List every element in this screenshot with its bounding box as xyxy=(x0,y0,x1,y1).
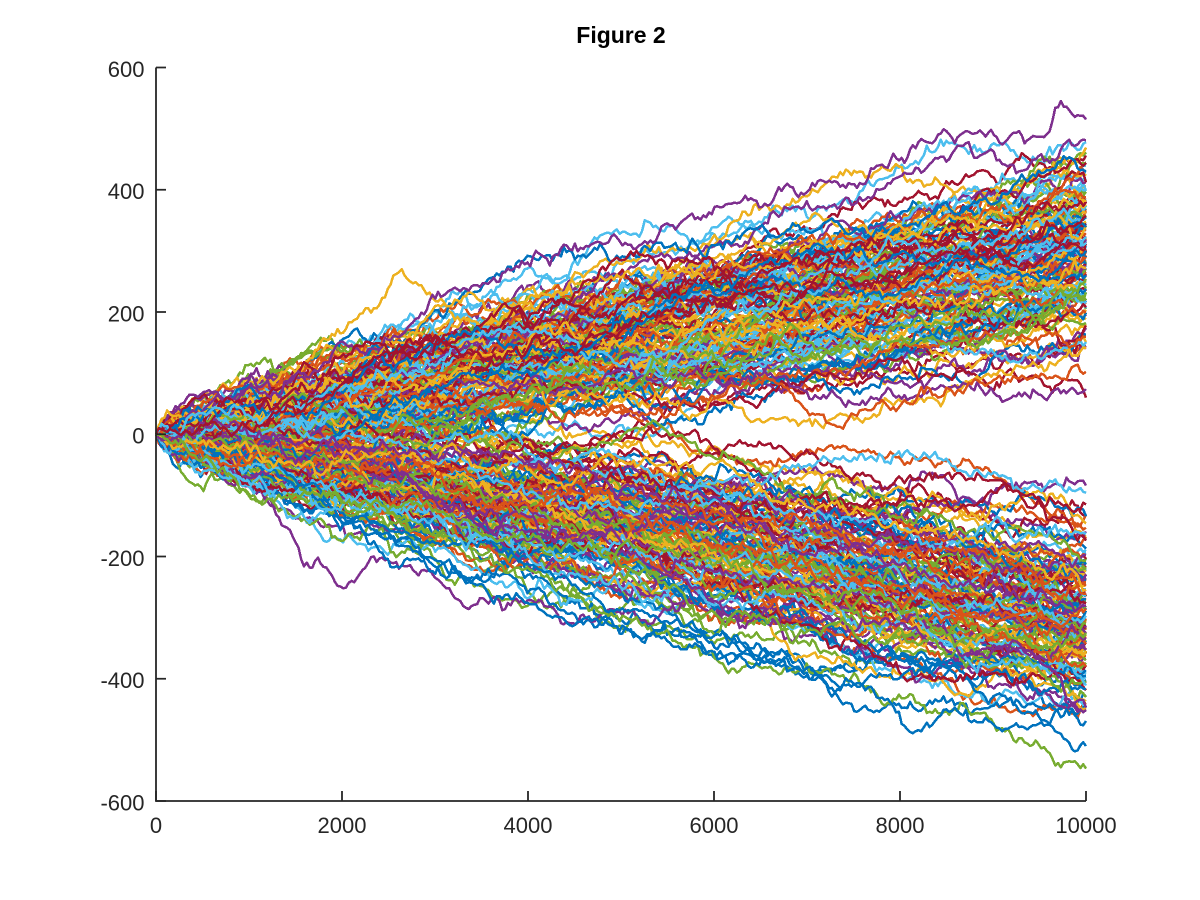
svg-text:-400: -400 xyxy=(100,668,144,693)
svg-text:6000: 6000 xyxy=(690,813,739,838)
svg-text:200: 200 xyxy=(108,301,145,326)
svg-text:Figure 2: Figure 2 xyxy=(576,22,665,48)
svg-text:0: 0 xyxy=(132,424,144,449)
svg-text:4000: 4000 xyxy=(504,813,553,838)
svg-text:600: 600 xyxy=(108,57,145,82)
svg-text:400: 400 xyxy=(108,179,145,204)
svg-text:-600: -600 xyxy=(100,790,144,815)
svg-text:-200: -200 xyxy=(100,546,144,571)
svg-text:8000: 8000 xyxy=(876,813,925,838)
svg-text:10000: 10000 xyxy=(1055,813,1116,838)
svg-text:0: 0 xyxy=(150,813,162,838)
svg-text:2000: 2000 xyxy=(318,813,367,838)
